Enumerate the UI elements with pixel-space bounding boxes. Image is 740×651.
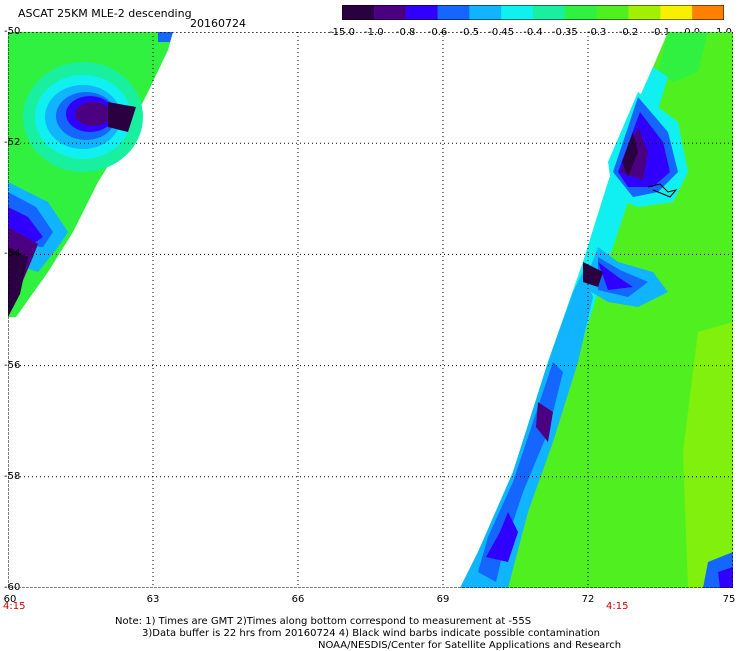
colorbar-tick-label: -1.0	[364, 27, 384, 38]
note-line-3: NOAA/NESDIS/Center for Satellite Applica…	[318, 640, 622, 651]
lat-label: -54	[4, 248, 21, 260]
map-grid	[8, 32, 733, 588]
colorbar-cell	[596, 5, 629, 20]
map-date: 20160724	[190, 17, 246, 30]
map-plot	[8, 32, 733, 588]
colorbar-cell	[501, 5, 534, 20]
lat-label: -50	[4, 26, 21, 37]
lon-label: 60	[3, 594, 17, 605]
lat-label: -58	[4, 470, 21, 482]
note-line-1: Note: 1) Times are GMT 2)Times along bot…	[115, 616, 532, 627]
colorbar-cell	[660, 5, 693, 20]
colorbar-tick-label: -15.0	[329, 27, 355, 38]
lon-label: 72	[581, 594, 595, 605]
colorbar-cell	[437, 5, 470, 20]
colorbar-cell	[405, 5, 438, 20]
colorbar-tick-label: -0.8	[395, 27, 416, 38]
swath-west	[8, 32, 173, 317]
map-title: ASCAT 25KM MLE-2 descending	[18, 7, 192, 20]
time-label-start: 4:15	[3, 601, 26, 612]
colorbar-cell	[373, 5, 407, 20]
colorbar-cell	[692, 5, 724, 20]
time-label-end: 4:15	[606, 601, 629, 612]
lon-label: 69	[436, 594, 450, 605]
lat-label: -60	[4, 582, 21, 593]
lon-label: 63	[146, 594, 160, 605]
colorbar-cell	[469, 5, 502, 20]
colorbar-cell	[533, 5, 566, 20]
colorbar-cell	[564, 5, 598, 20]
colorbar-cell	[628, 5, 661, 20]
swath-east	[460, 32, 733, 588]
lon-label: 66	[291, 594, 305, 605]
lat-label: -52	[4, 137, 21, 149]
note-line-2: 3)Data buffer is 22 hrs from 20160724 4)…	[142, 628, 600, 639]
colorbar-cell	[342, 5, 375, 20]
lon-label: 75	[722, 594, 736, 605]
colorbar	[342, 5, 724, 20]
lat-label: -56	[4, 359, 21, 371]
